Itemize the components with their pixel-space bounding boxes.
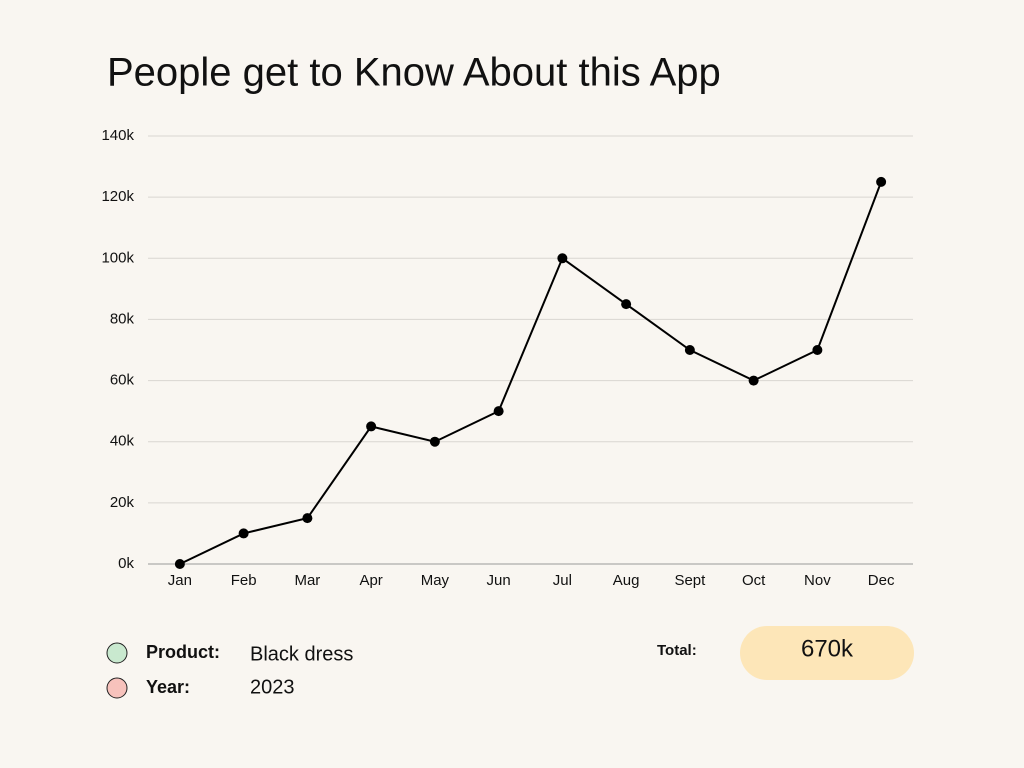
product-label: Product:	[146, 642, 220, 662]
point	[748, 375, 759, 386]
y-tick-label: 40k	[110, 433, 135, 450]
y-tick-label: 120k	[101, 188, 134, 205]
y-tick-label: 60k	[110, 372, 135, 389]
x-tick-label: Mar	[294, 572, 320, 589]
x-tick-label: Jan	[168, 572, 192, 589]
x-tick-label: Nov	[804, 572, 831, 589]
x-tick-label: Oct	[742, 572, 766, 589]
point	[621, 299, 632, 310]
point	[302, 513, 313, 524]
point	[684, 345, 695, 355]
y-tick-label: 140k	[101, 127, 134, 144]
y-tick-label: 80k	[110, 310, 135, 327]
chart-title: People get to Know About this App	[107, 51, 721, 95]
y-tick-label: 100k	[101, 249, 134, 266]
total-label: Total:	[657, 642, 697, 659]
x-tick-label: Jun	[487, 572, 511, 589]
point	[238, 528, 249, 539]
y-tick-label: 20k	[110, 494, 135, 511]
x-tick-label: Feb	[231, 572, 257, 589]
point	[429, 436, 440, 447]
total-pill	[740, 626, 914, 680]
x-tick-label: Apr	[359, 572, 382, 589]
year-label: Year:	[146, 677, 190, 697]
total-value: 670k	[801, 635, 854, 662]
point	[812, 345, 823, 355]
point	[174, 559, 185, 569]
point	[366, 421, 377, 432]
product-value: Black dress	[250, 643, 353, 665]
x-tick-label: Aug	[613, 572, 640, 589]
x-tick-label: Jul	[553, 572, 572, 589]
point	[493, 406, 504, 417]
point	[876, 176, 887, 187]
line	[179, 181, 883, 565]
point	[557, 253, 568, 264]
year-value: 2023	[250, 676, 295, 698]
product-dot	[106, 642, 128, 664]
x-tick-label: May	[421, 572, 450, 589]
x-tick-label: Sept	[674, 572, 706, 589]
year-dot	[106, 677, 128, 699]
x-tick-label: Dec	[868, 572, 895, 589]
y-tick-label: 0k	[118, 555, 134, 572]
